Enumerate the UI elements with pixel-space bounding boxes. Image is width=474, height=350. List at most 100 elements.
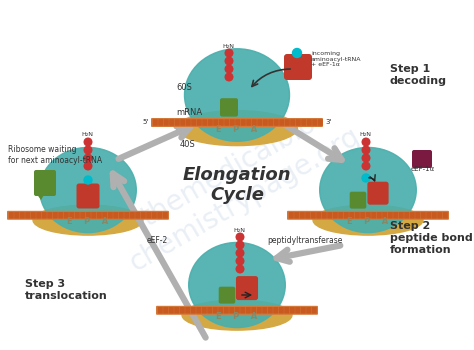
- FancyBboxPatch shape: [312, 307, 317, 314]
- FancyBboxPatch shape: [186, 119, 191, 126]
- FancyBboxPatch shape: [213, 307, 218, 314]
- FancyBboxPatch shape: [53, 212, 58, 219]
- FancyBboxPatch shape: [382, 212, 387, 219]
- FancyBboxPatch shape: [108, 212, 113, 219]
- Circle shape: [225, 49, 233, 57]
- Text: eEF-1α: eEF-1α: [411, 166, 435, 172]
- Circle shape: [236, 233, 244, 241]
- FancyBboxPatch shape: [185, 307, 190, 314]
- Text: 3': 3': [325, 119, 331, 126]
- Text: 5': 5': [143, 119, 149, 126]
- FancyBboxPatch shape: [36, 212, 41, 219]
- Text: H₂N: H₂N: [222, 43, 234, 49]
- Text: Elongation
Cycle: Elongation Cycle: [182, 166, 292, 204]
- FancyBboxPatch shape: [268, 119, 273, 126]
- Ellipse shape: [176, 111, 298, 146]
- Text: Step 3
translocation: Step 3 translocation: [25, 279, 108, 301]
- FancyBboxPatch shape: [224, 307, 229, 314]
- FancyBboxPatch shape: [208, 119, 213, 126]
- FancyBboxPatch shape: [14, 212, 19, 219]
- FancyBboxPatch shape: [263, 119, 268, 126]
- FancyBboxPatch shape: [202, 119, 207, 126]
- FancyBboxPatch shape: [191, 307, 196, 314]
- FancyBboxPatch shape: [399, 212, 404, 219]
- FancyBboxPatch shape: [344, 212, 349, 219]
- FancyBboxPatch shape: [118, 212, 124, 219]
- FancyBboxPatch shape: [322, 212, 327, 219]
- FancyBboxPatch shape: [284, 54, 312, 80]
- FancyBboxPatch shape: [146, 212, 151, 219]
- FancyBboxPatch shape: [164, 119, 169, 126]
- Circle shape: [236, 257, 244, 265]
- FancyBboxPatch shape: [289, 212, 294, 219]
- FancyBboxPatch shape: [393, 212, 398, 219]
- FancyBboxPatch shape: [80, 212, 85, 219]
- Circle shape: [362, 138, 370, 146]
- Circle shape: [236, 265, 244, 273]
- FancyBboxPatch shape: [305, 212, 310, 219]
- Circle shape: [84, 162, 92, 170]
- FancyBboxPatch shape: [273, 119, 279, 126]
- FancyBboxPatch shape: [229, 307, 234, 314]
- FancyBboxPatch shape: [240, 307, 246, 314]
- FancyBboxPatch shape: [294, 212, 299, 219]
- FancyBboxPatch shape: [69, 212, 74, 219]
- Circle shape: [225, 57, 233, 65]
- FancyBboxPatch shape: [224, 119, 229, 126]
- Text: H₂N: H₂N: [81, 133, 93, 138]
- FancyBboxPatch shape: [415, 212, 420, 219]
- FancyBboxPatch shape: [76, 183, 100, 209]
- Polygon shape: [222, 291, 231, 303]
- FancyBboxPatch shape: [377, 212, 382, 219]
- Circle shape: [84, 154, 92, 162]
- FancyBboxPatch shape: [443, 212, 448, 219]
- Circle shape: [84, 146, 92, 154]
- Circle shape: [292, 49, 301, 57]
- FancyBboxPatch shape: [241, 119, 246, 126]
- FancyBboxPatch shape: [296, 119, 301, 126]
- FancyBboxPatch shape: [58, 212, 64, 219]
- FancyBboxPatch shape: [113, 212, 118, 219]
- FancyBboxPatch shape: [97, 212, 102, 219]
- FancyBboxPatch shape: [301, 307, 306, 314]
- FancyBboxPatch shape: [301, 119, 306, 126]
- FancyBboxPatch shape: [246, 307, 251, 314]
- FancyBboxPatch shape: [91, 212, 96, 219]
- FancyBboxPatch shape: [287, 211, 449, 220]
- FancyBboxPatch shape: [257, 119, 262, 126]
- Text: themedicalbio
chemistrypage.org: themedicalbio chemistrypage.org: [109, 93, 365, 276]
- Text: incoming
aminoacyl-tRNA
+ eEF-1α: incoming aminoacyl-tRNA + eEF-1α: [311, 51, 362, 67]
- FancyBboxPatch shape: [273, 307, 278, 314]
- FancyBboxPatch shape: [207, 307, 212, 314]
- FancyBboxPatch shape: [316, 212, 321, 219]
- FancyBboxPatch shape: [246, 119, 251, 126]
- FancyBboxPatch shape: [437, 212, 442, 219]
- FancyBboxPatch shape: [130, 212, 135, 219]
- FancyBboxPatch shape: [252, 119, 257, 126]
- Circle shape: [236, 241, 244, 249]
- FancyBboxPatch shape: [174, 307, 179, 314]
- FancyBboxPatch shape: [64, 212, 69, 219]
- FancyBboxPatch shape: [175, 119, 180, 126]
- FancyBboxPatch shape: [218, 307, 223, 314]
- Ellipse shape: [184, 49, 290, 141]
- Polygon shape: [354, 196, 363, 208]
- FancyBboxPatch shape: [169, 307, 174, 314]
- FancyBboxPatch shape: [34, 170, 56, 196]
- FancyBboxPatch shape: [410, 212, 415, 219]
- FancyBboxPatch shape: [312, 119, 317, 126]
- Text: E    P    A: E P A: [67, 217, 109, 226]
- FancyBboxPatch shape: [196, 307, 201, 314]
- FancyBboxPatch shape: [285, 119, 290, 126]
- FancyBboxPatch shape: [290, 119, 295, 126]
- FancyBboxPatch shape: [124, 212, 129, 219]
- FancyBboxPatch shape: [213, 119, 219, 126]
- FancyBboxPatch shape: [257, 307, 262, 314]
- Polygon shape: [224, 102, 234, 116]
- Ellipse shape: [40, 147, 137, 232]
- FancyBboxPatch shape: [235, 307, 240, 314]
- FancyBboxPatch shape: [295, 307, 301, 314]
- FancyBboxPatch shape: [141, 212, 146, 219]
- FancyBboxPatch shape: [202, 307, 207, 314]
- FancyBboxPatch shape: [156, 306, 318, 315]
